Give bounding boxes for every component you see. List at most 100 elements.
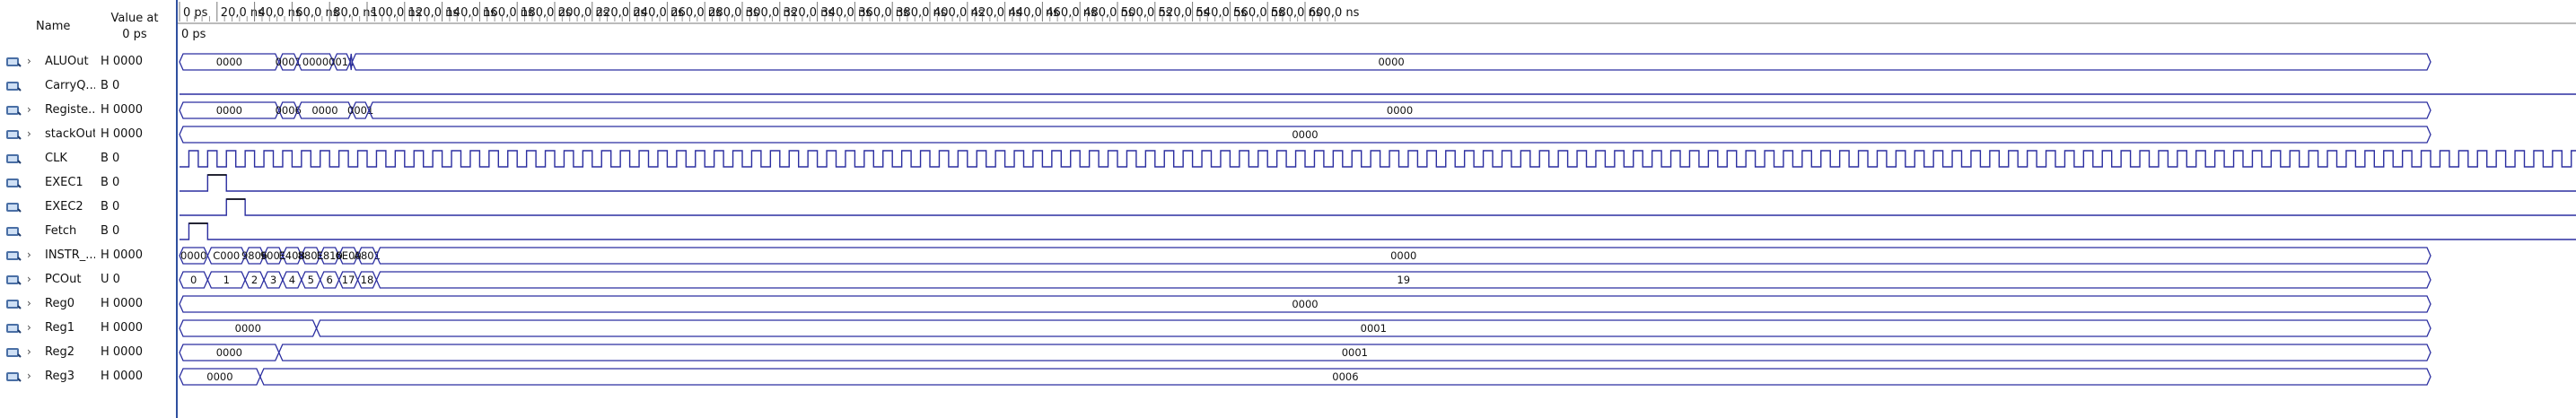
signal-name: Reg0 (45, 297, 74, 310)
signal-row[interactable]: › Reg2 H 0000 (0, 341, 176, 365)
signal-value: B 0 (101, 152, 120, 165)
expand-chevron-icon[interactable]: › (27, 370, 31, 382)
waveform-track[interactable]: 0000 0001 0000 0011 0000 (179, 53, 2431, 71)
signal-name: Fetch (45, 224, 77, 238)
waveform-track[interactable] (180, 198, 2576, 216)
signal-name: INSTR_... (45, 248, 95, 262)
signal-name: PCOut (45, 273, 82, 286)
expand-chevron-icon[interactable]: › (27, 297, 31, 309)
expand-chevron-icon[interactable]: › (27, 321, 31, 334)
signal-row[interactable]: › Reg3 H 0000 (0, 365, 176, 389)
ruler-tick-label: 140,0 ns (446, 6, 497, 20)
bus-value-label: 0000 (216, 104, 242, 117)
bus-value-label: 2 (251, 274, 258, 286)
waveform-track[interactable] (180, 222, 2576, 240)
signal-row[interactable]: › Registe... H 0000 (0, 99, 176, 123)
waveform-track[interactable]: 0 1 2 3 4 5 6 17 18 19 (179, 271, 2431, 289)
signal-name: Registe... (45, 103, 95, 117)
signal-name: Reg2 (45, 345, 74, 359)
bus-segment (179, 295, 2431, 313)
waveform-track[interactable]: 0000 (179, 126, 2431, 144)
waveform-track[interactable]: 0000 0001 (179, 344, 2431, 361)
signal-row[interactable]: › stackOut H 0000 (0, 123, 176, 147)
signal-type-icon (6, 130, 22, 140)
signal-type-icon (6, 203, 22, 213)
bus-value-label: 0 (190, 274, 197, 286)
bus-value-label: E810 (317, 249, 343, 262)
value-at-time: 0 ps (122, 28, 147, 41)
bus-value-label: 0000 (180, 249, 206, 262)
signal-type-icon (6, 106, 22, 116)
bus-value-label: 0000 (1292, 298, 1318, 310)
waveform-track[interactable]: 0000 0006 (179, 368, 2431, 386)
bus-value-label: 0000 (1390, 249, 1416, 262)
waveform-track[interactable]: 0000 (179, 295, 2431, 313)
signal-row[interactable]: › Reg0 H 0000 (0, 292, 176, 317)
signal-type-icon (6, 179, 22, 188)
bus-value-label: 0000 (1378, 56, 1404, 68)
ruler-tick-label: 380,0 ns (896, 6, 947, 20)
signal-name: EXEC2 (45, 200, 83, 213)
signal-name: Reg1 (45, 321, 74, 335)
ruler-tick-label: 340,0 ns (821, 6, 872, 20)
bus-value-label: 0001 (347, 104, 373, 117)
expand-chevron-icon[interactable]: › (27, 345, 31, 358)
ruler-tick-label: 420,0 ns (971, 6, 1022, 20)
ruler-tick-label: 440,0 ns (1009, 6, 1060, 20)
signal-row[interactable]: EXEC2 B 0 (0, 196, 176, 220)
signal-name: stackOut (45, 127, 95, 141)
bus-value-label: 9806 (241, 249, 267, 262)
signal-list-pane: Name Value at 0 ps › ALUOut H 0000 CarryQ..… (0, 0, 176, 418)
pane-divider[interactable] (176, 0, 178, 418)
bus-value-label: 0001 (276, 56, 302, 68)
waveform-track[interactable] (180, 174, 2576, 192)
bus-value-label: 9001 (260, 249, 286, 262)
signal-row[interactable]: Fetch B 0 (0, 220, 176, 244)
bus-value-label: 0001 (1361, 322, 1387, 335)
signal-value: H 0000 (101, 248, 143, 262)
ruler-tick-label: 600,0 ns (1309, 6, 1360, 20)
bus-value-label: 0011 (329, 56, 355, 68)
bus-value-label: 4 (289, 274, 295, 286)
waveform-track[interactable]: 0000 0001 (179, 319, 2431, 337)
signal-value: B 0 (101, 200, 120, 213)
ruler-tick-label: 500,0 ns (1121, 6, 1172, 20)
signal-row[interactable]: CLK B 0 (0, 147, 176, 171)
expand-chevron-icon[interactable]: › (27, 55, 31, 67)
signal-row[interactable]: › PCOut U 0 (0, 268, 176, 292)
name-column-header: Name (36, 20, 71, 33)
signal-row[interactable]: › Reg1 H 0000 (0, 317, 176, 341)
expand-chevron-icon[interactable]: › (27, 127, 31, 140)
signal-row[interactable]: › INSTR_... H 0000 (0, 244, 176, 268)
ruler-tick-label: 280,0 ns (708, 6, 759, 20)
bus-value-label: C000 (213, 249, 240, 262)
ruler-tick-label: 400,0 ns (933, 6, 985, 20)
signal-value: H 0000 (101, 321, 143, 335)
bus-segment (315, 319, 2431, 337)
waveform-track[interactable]: 0000 0006 0000 0001 0000 (179, 101, 2431, 119)
expand-chevron-icon[interactable]: › (27, 103, 31, 116)
bus-value-label: 0000 (206, 370, 232, 383)
signal-type-icon (6, 251, 22, 261)
bus-segment (179, 126, 2431, 144)
expand-chevron-icon[interactable]: › (27, 273, 31, 285)
bus-value-label: E40B (279, 249, 306, 262)
bus-value-label: 0000 (302, 56, 329, 68)
signal-type-icon (6, 275, 22, 285)
signal-type-icon (6, 324, 22, 334)
signal-row[interactable]: EXEC1 B 0 (0, 171, 176, 196)
signal-row[interactable]: › ALUOut H 0000 (0, 50, 176, 74)
waveform-track[interactable] (180, 150, 2576, 168)
ruler-tick-label: 100,0 ns (371, 6, 422, 20)
signal-row[interactable]: CarryQ... B 0 (0, 74, 176, 99)
signal-type-icon (6, 348, 22, 358)
signal-name: Reg3 (45, 370, 74, 383)
expand-chevron-icon[interactable]: › (27, 248, 31, 261)
bus-value-label: 0006 (1332, 370, 1358, 383)
bus-value-label: 0006 (276, 104, 302, 117)
signal-type-icon (6, 154, 22, 164)
signal-value: H 0000 (101, 370, 143, 383)
